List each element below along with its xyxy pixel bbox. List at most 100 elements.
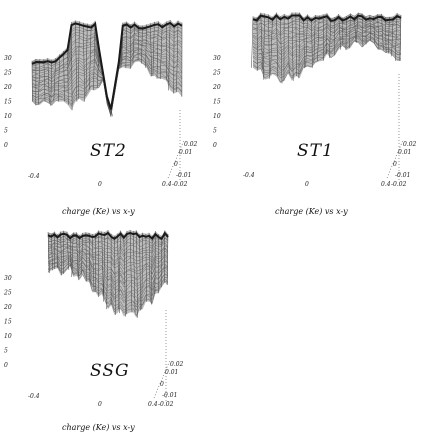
z-tick-label: 10 [4,113,12,120]
diagonal-axis [386,139,404,179]
corner-tick-label: 0.4 [381,181,391,188]
mesh-line [252,35,402,71]
y-tick-label: -0.01 [176,172,191,179]
plot-caption: charge (Ke) vs x-y [62,423,135,432]
mesh-line [47,257,169,296]
mesh-line [168,20,171,91]
surface-ridge [31,21,183,110]
z-tick-label: 5 [4,348,8,355]
y-tick-label: 0.02 [184,141,198,148]
y-tick-label: -0.02 [172,181,188,188]
x-ticks: -0.4 0 [28,393,102,408]
z-tick-label: 0 [213,142,217,149]
mesh-line [145,233,147,302]
mesh-line [47,263,169,311]
mesh-line [345,15,347,51]
surface-mesh [251,12,402,84]
z-tick-label: 0 [4,362,8,369]
mesh-line [252,24,402,44]
plot-caption: charge (Ke) vs x-y [62,207,135,216]
mesh-line [252,35,402,69]
z-tick-label: 30 [213,55,221,62]
y-tick-label: 0.02 [403,141,417,148]
plot-caption: charge (Ke) vs x-y [275,207,348,216]
diagonal-axis [153,359,171,399]
z-tick-label: 15 [4,319,12,326]
axis-lines [386,74,404,182]
mesh-line [31,58,183,116]
x-ticks: -0.4 0 [243,172,309,188]
x-tick-label: -0.4 [28,393,40,400]
x-tick-label: -0.4 [28,173,40,180]
mesh-line [129,230,133,313]
mesh-line [252,18,402,34]
mesh-line [176,20,179,92]
mesh-line [103,231,106,302]
y-tick-label: 0 [393,161,397,168]
mesh-line [137,25,139,62]
mesh-line [252,21,402,36]
mesh-line [252,17,402,30]
mesh-line [78,21,80,99]
surface-ridge [47,231,169,241]
diagonal-axis [167,139,185,179]
surface-fill [32,20,182,117]
z-tick-label: 0 [4,142,8,149]
mesh-line [47,260,169,305]
mesh-line [47,58,50,103]
x-tick-label: 0 [98,401,102,408]
z-tick-label: 30 [4,55,12,62]
mesh-line [47,242,169,265]
z-tick-label: 5 [213,128,217,135]
mesh-line [251,16,254,68]
mesh-line [252,27,402,52]
mesh-line [47,239,169,256]
axis-lines [153,310,171,402]
mesh-line [268,14,270,79]
corner-tick-label: 0.4 [162,181,172,188]
mesh-line [47,253,169,286]
z-tick-label: 15 [213,99,221,106]
mesh-line [280,16,283,84]
mesh-line [31,59,183,117]
mesh-line [47,260,169,303]
z-tick-label: 25 [3,70,12,77]
z-tick-label: 10 [213,113,221,120]
mesh-line [47,238,169,252]
mesh-line [47,232,50,274]
mesh-line [252,22,402,40]
mesh-line [145,24,147,68]
plot-label: SSG [90,361,130,381]
mesh-line [156,21,159,79]
x-tick-label: 0 [98,181,102,188]
y-tick-label: 0 [160,381,164,388]
y-tick-label: -0.02 [391,181,407,188]
mesh-line [47,263,169,308]
mesh-line [48,247,169,275]
mesh-line [88,232,91,283]
x-tick-label: 0 [305,181,309,188]
surface-plot-st1: 30 25 20 15 10 5 0 0.02 0.01 0 -0.01 -0.02 0.4 -0.4… [212,0,423,216]
mesh-line [385,17,387,53]
mesh-line [47,241,169,262]
z-tick-label: 20 [3,84,12,91]
mesh-line [47,250,169,280]
y-tick-label: 0 [174,161,178,168]
mesh-line [256,17,258,71]
z-tick-label: 20 [212,84,221,91]
y-tick-label: -0.01 [162,392,177,399]
plot-label: ST2 [90,141,127,161]
mesh-line [252,17,402,27]
surface-mesh [47,230,169,318]
mesh-line [47,251,169,284]
y-tick-label: 0.01 [165,369,178,376]
z-tick-label: 25 [212,70,221,77]
surface-plot-ssg: 30 25 20 15 10 5 0 0.02 0.01 0 -0.01 -0.02 0.4 -0.4… [0,220,210,432]
mesh-line [270,16,273,75]
mesh-line [369,15,372,41]
mesh-line [47,246,169,270]
mesh-line [252,32,402,67]
z-ticks: 30 25 20 15 10 5 0 [212,55,221,149]
